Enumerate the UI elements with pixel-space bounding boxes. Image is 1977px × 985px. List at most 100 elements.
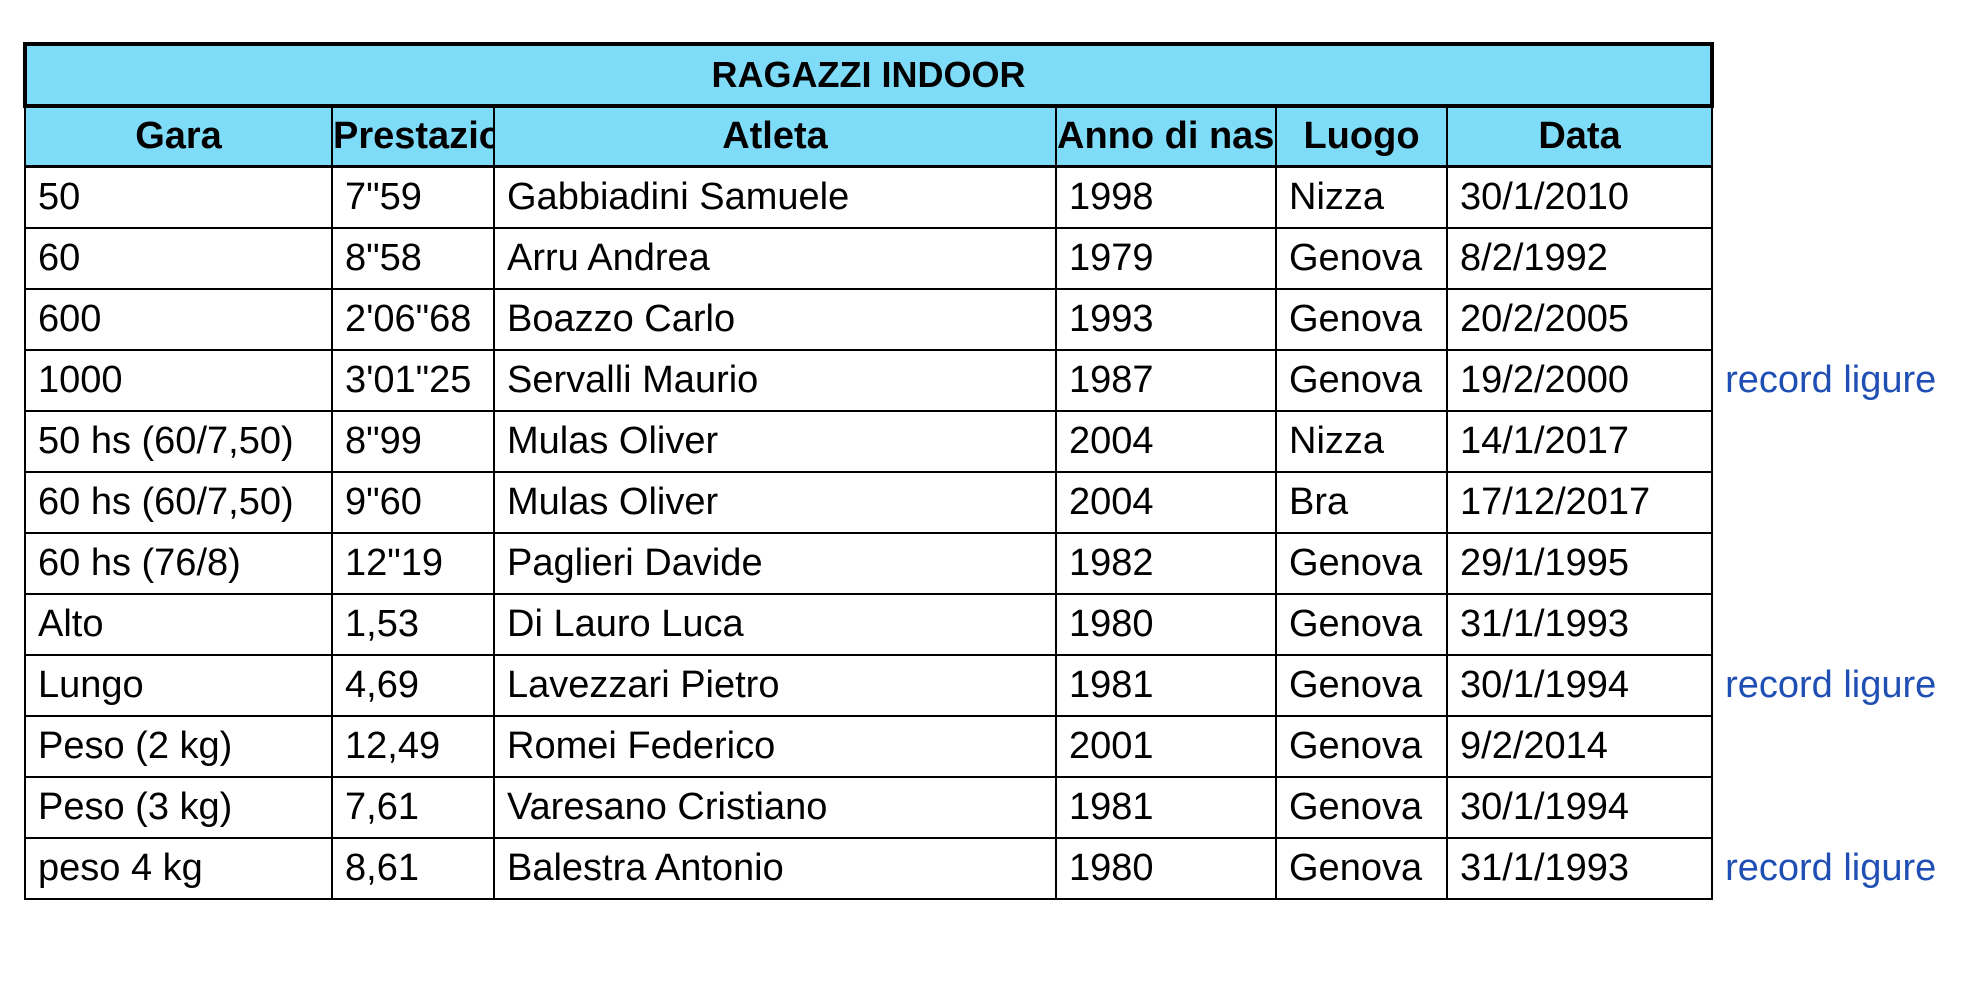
cell: Servalli Maurio (493, 349, 1057, 412)
column-header: Luogo (1275, 104, 1448, 168)
note (1712, 777, 1972, 838)
cell: Genova (1275, 349, 1448, 412)
cell: Peso (3 kg) (24, 776, 333, 839)
cell: Paglieri Davide (493, 532, 1057, 595)
cell: Alto (24, 593, 333, 656)
data-row: Peso (2 kg) 12,49 Romei Federico 2001 Genova… (24, 715, 1972, 778)
cell: 14/1/2017 (1445, 410, 1714, 473)
cell: 9"60 (331, 471, 495, 534)
data-row: 50 hs (60/7,50) 8"99 Mulas Oliver 2004 Nizza… (24, 410, 1972, 473)
cell: 2004 (1055, 410, 1277, 473)
spacer (1712, 106, 1972, 167)
spacer (1712, 44, 1972, 106)
note: record ligure (1725, 847, 1937, 889)
cell: 12,49 (331, 715, 495, 778)
note (1712, 167, 1972, 229)
cell: 1000 (24, 349, 333, 412)
cell: 17/12/2017 (1445, 471, 1714, 534)
note (1712, 533, 1972, 594)
data-row: 60 hs (60/7,50) 9"60 Mulas Oliver 2004 Bra 17… (24, 471, 1972, 534)
column-header: Prestazione (331, 104, 495, 168)
cell: 1981 (1055, 654, 1277, 717)
note (1712, 228, 1972, 289)
cell: Genova (1275, 776, 1448, 839)
data-row: peso 4 kg 8,61 Balestra Antonio 1980 Genova 3… (24, 837, 1972, 900)
cell: 8"99 (331, 410, 495, 473)
cell: 1,53 (331, 593, 495, 656)
cell: 8/2/1992 (1445, 227, 1714, 290)
column-header: Anno di nascita (1055, 104, 1277, 168)
cell: 29/1/1995 (1445, 532, 1714, 595)
cell: 4,69 (331, 654, 495, 717)
cell: 30/1/1994 (1445, 776, 1714, 839)
table-title: RAGAZZI INDOOR (22, 42, 1715, 108)
cell: Arru Andrea (493, 227, 1057, 290)
cell: 3'01"25 (331, 349, 495, 412)
cell: 1980 (1055, 593, 1277, 656)
cell: Peso (2 kg) (24, 715, 333, 778)
cell: Balestra Antonio (493, 837, 1057, 900)
cell: 600 (24, 288, 333, 351)
cell: 1982 (1055, 532, 1277, 595)
cell: 1980 (1055, 837, 1277, 900)
note (1712, 289, 1972, 350)
data-row: Lungo 4,69 Lavezzari Pietro 1981 Genova 30/1/… (24, 654, 1972, 717)
note (1712, 472, 1972, 533)
data-row: Peso (3 kg) 7,61 Varesano Cristiano 1981 Gen… (24, 776, 1972, 839)
cell: 12"19 (331, 532, 495, 595)
cell: 20/2/2005 (1445, 288, 1714, 351)
cell: Mulas Oliver (493, 410, 1057, 473)
note (1712, 411, 1972, 472)
cell: 60 (24, 227, 333, 290)
cell: Genova (1275, 654, 1448, 717)
cell: Mulas Oliver (493, 471, 1057, 534)
data-row: 600 2'06"68 Boazzo Carlo 1993 Genova 20/2/200… (24, 288, 1972, 351)
cell: 8"58 (331, 227, 495, 290)
data-row: 1000 3'01"25 Servalli Maurio 1987 Genova 19/2… (24, 349, 1972, 412)
cell: Gabbiadini Samuele (493, 165, 1057, 229)
cell: 50 hs (60/7,50) (24, 410, 333, 473)
column-header: Gara (24, 104, 333, 168)
cell: Nizza (1275, 410, 1448, 473)
cell: 2004 (1055, 471, 1277, 534)
cell: 30/1/2010 (1445, 165, 1714, 229)
cell: Varesano Cristiano (493, 776, 1057, 839)
cell: Genova (1275, 532, 1448, 595)
cell: Lavezzari Pietro (493, 654, 1057, 717)
cell: 1981 (1055, 776, 1277, 839)
cell: 31/1/1993 (1445, 593, 1714, 656)
cell: Genova (1275, 715, 1448, 778)
cell: 1979 (1055, 227, 1277, 290)
cell: Di Lauro Luca (493, 593, 1057, 656)
note: record ligure (1725, 359, 1937, 401)
note (1712, 716, 1972, 777)
cell: Genova (1275, 227, 1448, 290)
data-row: 60 8"58 Arru Andrea 1979 Genova 8/2/1992 (24, 227, 1972, 290)
cell: 19/2/2000 (1445, 349, 1714, 412)
note: record ligure (1725, 664, 1937, 706)
cell: 2'06"68 (331, 288, 495, 351)
cell: Boazzo Carlo (493, 288, 1057, 351)
cell: 7"59 (331, 165, 495, 229)
cell: peso 4 kg (24, 837, 333, 900)
data-row: Alto 1,53 Di Lauro Luca 1980 Genova 31/1/1993 (24, 593, 1972, 656)
cell: 60 hs (76/8) (24, 532, 333, 595)
table-body: RAGAZZI INDOOR GaraPrestazioneAtletaAnno… (22, 42, 1972, 900)
column-header: Atleta (493, 104, 1057, 168)
cell: 2001 (1055, 715, 1277, 778)
cell: Lungo (24, 654, 333, 717)
cell: Bra (1275, 471, 1448, 534)
cell: 60 hs (60/7,50) (24, 471, 333, 534)
cell: Nizza (1275, 165, 1448, 229)
cell: 50 (24, 165, 333, 229)
cell: 9/2/2014 (1445, 715, 1714, 778)
cell: 7,61 (331, 776, 495, 839)
data-row: 50 7"59 Gabbiadini Samuele 1998 Nizza 30/1/20… (24, 165, 1972, 229)
cell: Genova (1275, 288, 1448, 351)
cell: Genova (1275, 837, 1448, 900)
cell: 31/1/1993 (1445, 837, 1714, 900)
cell: 8,61 (331, 837, 495, 900)
title-row: RAGAZZI INDOOR (22, 42, 1972, 108)
cell: 30/1/1994 (1445, 654, 1714, 717)
